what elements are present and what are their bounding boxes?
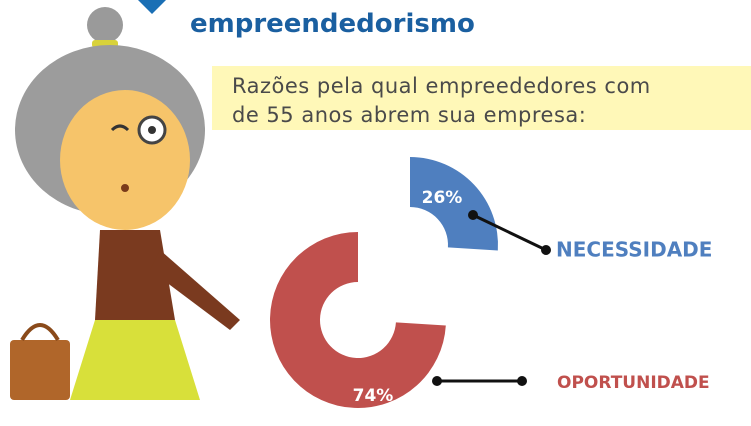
connector-dot (468, 210, 478, 220)
chart-title: empreendedorismo (190, 9, 475, 39)
connector-line (472, 213, 547, 252)
legend-label: OPORTUNIDADE (557, 373, 710, 393)
donut-segment (270, 231, 446, 408)
diamond-icon (138, 0, 166, 14)
subtitle-box: Razões pela qual empreededores com de 55… (212, 66, 751, 130)
connector-dot (517, 376, 527, 386)
value-label: 74% (353, 386, 394, 406)
legend-label: NECESSIDADE (556, 238, 712, 262)
subtitle: Razões pela qual empreededores com de 55… (232, 74, 651, 127)
value-label: 26% (422, 188, 463, 208)
connector-dot (432, 376, 442, 386)
connector-dot (541, 245, 551, 255)
donut-segment (410, 157, 498, 251)
character-illustration (10, 7, 240, 400)
